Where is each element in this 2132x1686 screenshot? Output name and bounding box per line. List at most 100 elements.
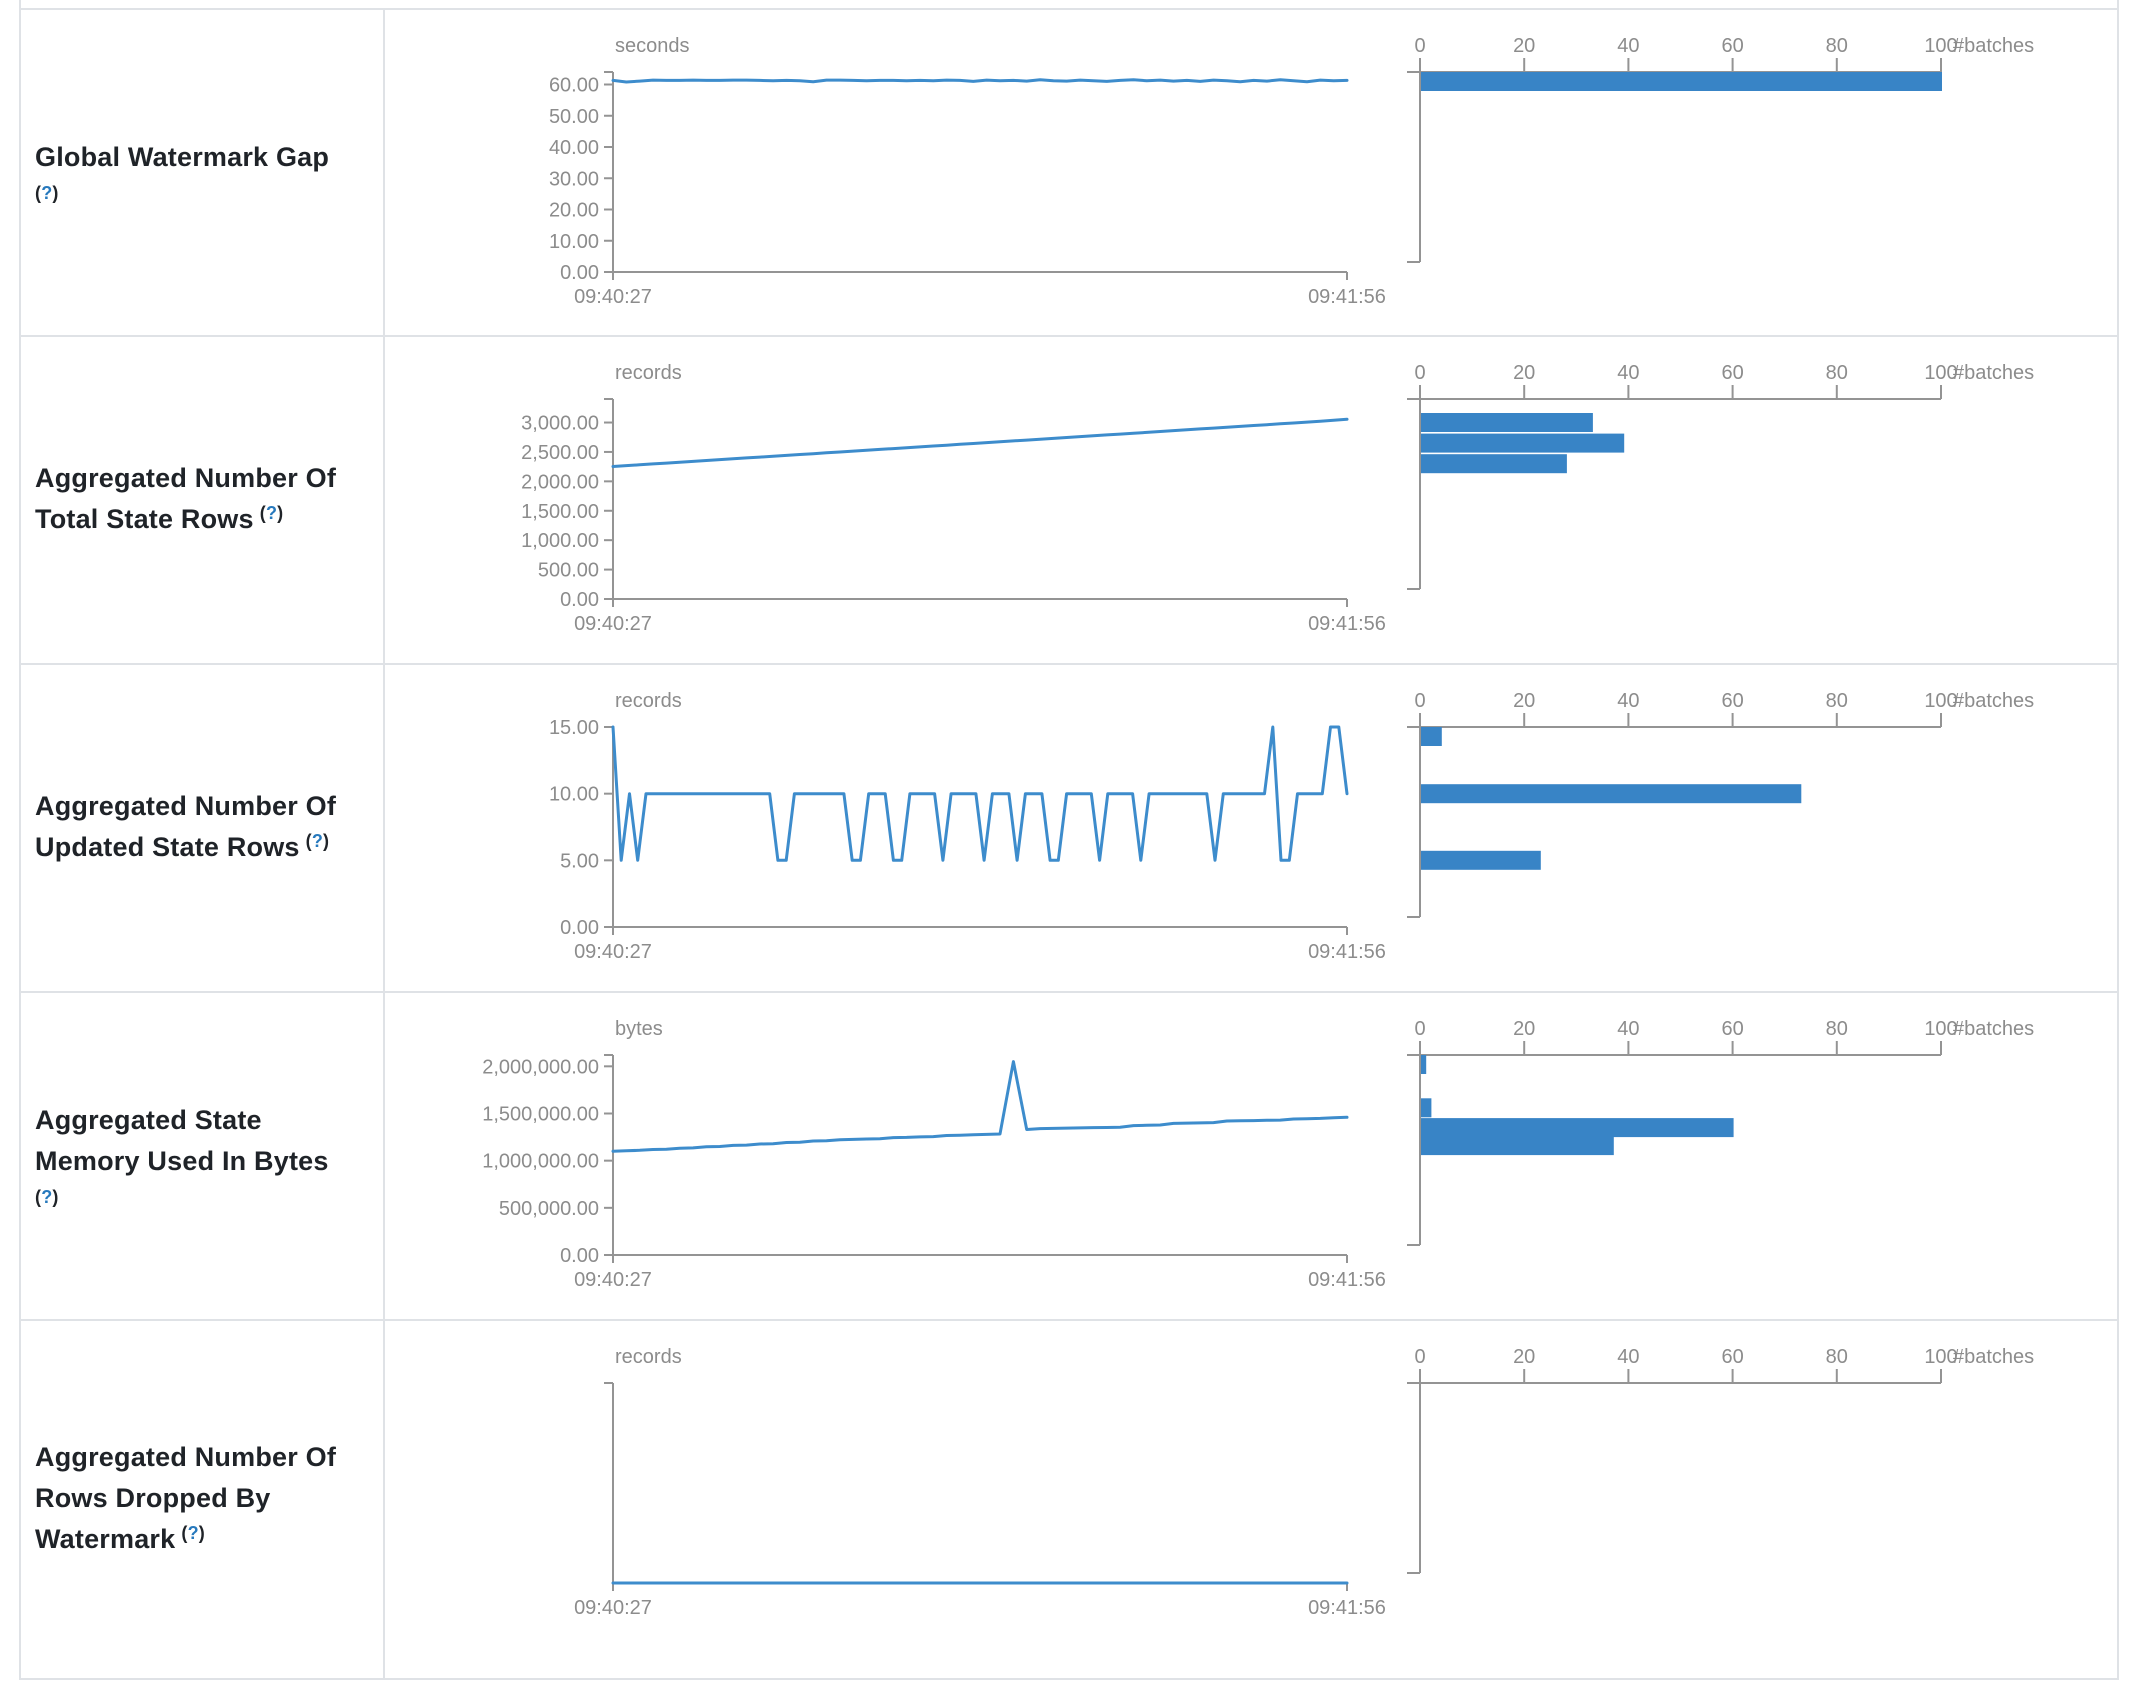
timeline-and-histogram-chart: bytes 2,000,000.00 1,500,000.00 1,000,000.0… bbox=[482, 1018, 2034, 1291]
histogram-bar bbox=[1421, 413, 1593, 432]
help-link[interactable]: (?) bbox=[35, 183, 59, 203]
histogram-bar bbox=[1421, 1118, 1734, 1138]
y-tick-label: 3,000.00 bbox=[521, 413, 599, 435]
unit-label: records bbox=[615, 1346, 682, 1368]
histogram-tick-label: 0 bbox=[1414, 1346, 1425, 1368]
y-tick-label: 30.00 bbox=[549, 168, 599, 190]
histogram-tick-label: 20 bbox=[1513, 690, 1535, 712]
histogram-bar bbox=[1421, 72, 1942, 91]
y-tick-label: 10.00 bbox=[549, 784, 599, 806]
batches-axis-label: #batches bbox=[1953, 690, 2034, 712]
y-tick-label: 15.00 bbox=[549, 717, 599, 739]
metric-row: Global Watermark Gap (?) seconds 60.00 50.00… bbox=[21, 10, 2117, 337]
metric-row: Aggregated Number Of Updated State Rows (?… bbox=[21, 665, 2117, 993]
histogram-bar bbox=[1421, 1098, 1432, 1118]
histogram-bar bbox=[1421, 727, 1442, 746]
streaming-statistics-table: Global Watermark Gap (?) seconds 60.00 50.00… bbox=[19, 8, 2119, 1680]
x-start-time-label: 09:40:27 bbox=[574, 286, 652, 308]
x-start-time-label: 09:40:27 bbox=[574, 613, 652, 635]
y-tick-label: 50.00 bbox=[549, 106, 599, 128]
histogram-bar bbox=[1421, 1055, 1427, 1074]
x-start-time-label: 09:40:27 bbox=[574, 1269, 652, 1291]
histogram-bar bbox=[1421, 454, 1567, 474]
y-tick-label: 0.00 bbox=[560, 589, 599, 611]
metric-label-cell: Aggregated Number Of Rows Dropped By Water… bbox=[21, 1321, 385, 1678]
y-tick-label: 0.00 bbox=[560, 917, 599, 939]
histogram-tick-label: 60 bbox=[1721, 1346, 1743, 1368]
histogram-tick-label: 80 bbox=[1826, 35, 1848, 57]
metric-row: Aggregated State Memory Used In Bytes (?) b… bbox=[21, 993, 2117, 1321]
timeline-line bbox=[611, 78, 1349, 84]
y-tick-label: 500.00 bbox=[538, 560, 599, 582]
metric-title: Aggregated State Memory Used In Bytes (?) bbox=[35, 1105, 329, 1207]
y-tick-label: 5.00 bbox=[560, 850, 599, 872]
histogram-tick-label: 60 bbox=[1721, 35, 1743, 57]
y-tick-label: 1,500,000.00 bbox=[482, 1103, 599, 1125]
x-end-time-label: 09:41:56 bbox=[1308, 613, 1386, 635]
histogram-bar bbox=[1421, 433, 1625, 453]
histogram-bar bbox=[1421, 850, 1541, 870]
y-tick-label: 500,000.00 bbox=[499, 1198, 599, 1220]
unit-label: records bbox=[615, 362, 682, 384]
histogram-tick-label: 20 bbox=[1513, 362, 1535, 384]
metric-label-cell: Aggregated Number Of Total State Rows (?) bbox=[21, 337, 385, 663]
histogram-tick-label: 80 bbox=[1826, 1018, 1848, 1040]
histogram-tick-label: 40 bbox=[1617, 35, 1639, 57]
metric-label-cell: Global Watermark Gap (?) bbox=[21, 10, 385, 335]
batches-axis-label: #batches bbox=[1953, 1346, 2034, 1368]
y-tick-label: 2,000.00 bbox=[521, 471, 599, 493]
timeline-line bbox=[611, 417, 1349, 468]
x-start-time-label: 09:40:27 bbox=[574, 1597, 652, 1619]
y-tick-label: 0.00 bbox=[560, 262, 599, 284]
histogram-bar bbox=[1421, 1136, 1614, 1156]
metric-charts-cell: seconds 60.00 50.00 40.00 30.00 20.00 10.00 0.0… bbox=[385, 10, 2117, 335]
help-link[interactable]: (?) bbox=[35, 1187, 59, 1207]
histogram-tick-label: 40 bbox=[1617, 362, 1639, 384]
timeline-and-histogram-chart: seconds 60.00 50.00 40.00 30.00 20.00 10.00 0.0… bbox=[549, 35, 2034, 308]
histogram-bar bbox=[1421, 784, 1802, 804]
histogram-tick-label: 0 bbox=[1414, 35, 1425, 57]
histogram-tick-label: 40 bbox=[1617, 1018, 1639, 1040]
metric-title: Aggregated Number Of Rows Dropped By Water… bbox=[35, 1441, 337, 1554]
histogram-tick-label: 100 bbox=[1924, 35, 1957, 57]
metric-label-cell: Aggregated State Memory Used In Bytes (?) bbox=[21, 993, 385, 1319]
help-link[interactable]: (?) bbox=[181, 1522, 205, 1543]
y-tick-label: 60.00 bbox=[549, 75, 599, 97]
metric-charts-cell: bytes 2,000,000.00 1,500,000.00 1,000,000.0… bbox=[385, 993, 2117, 1319]
x-end-time-label: 09:41:56 bbox=[1308, 941, 1386, 963]
metric-charts-cell: records 09:40:27 09:41:56 0 20 40 60 80 100 #batc… bbox=[385, 1321, 2117, 1678]
metric-charts-cell: records 15.00 10.00 5.00 0.00 09:40:27 09:41:5… bbox=[385, 665, 2117, 991]
table-border-stub-left bbox=[19, 0, 21, 8]
y-tick-label: 1,000,000.00 bbox=[482, 1151, 599, 1173]
histogram-tick-label: 100 bbox=[1924, 1346, 1957, 1368]
histogram-tick-label: 80 bbox=[1826, 690, 1848, 712]
timeline-and-histogram-chart: records 09:40:27 09:41:56 0 20 40 60 80 100#batc… bbox=[574, 1346, 2034, 1619]
metric-title: Aggregated Number Of Total State Rows (?) bbox=[35, 462, 337, 534]
batches-axis-label: #batches bbox=[1953, 1018, 2034, 1040]
timeline-line bbox=[611, 1060, 1349, 1153]
histogram-tick-label: 80 bbox=[1826, 362, 1848, 384]
histogram-tick-label: 80 bbox=[1826, 1346, 1848, 1368]
table-border-stub-right bbox=[2117, 0, 2119, 8]
histogram-tick-label: 40 bbox=[1617, 690, 1639, 712]
y-tick-label: 10.00 bbox=[549, 231, 599, 253]
x-start-time-label: 09:40:27 bbox=[574, 941, 652, 963]
unit-label: bytes bbox=[615, 1018, 663, 1040]
histogram-tick-label: 20 bbox=[1513, 35, 1535, 57]
metric-title: Global Watermark Gap (?) bbox=[35, 142, 330, 203]
y-tick-label: 20.00 bbox=[549, 200, 599, 222]
y-tick-label: 2,000,000.00 bbox=[482, 1056, 599, 1078]
histogram-tick-label: 40 bbox=[1617, 1346, 1639, 1368]
help-link[interactable]: (?) bbox=[259, 502, 284, 523]
histogram-tick-label: 100 bbox=[1924, 690, 1957, 712]
y-tick-label: 1,500.00 bbox=[521, 501, 599, 523]
x-end-time-label: 09:41:56 bbox=[1308, 1597, 1386, 1619]
y-tick-label: 40.00 bbox=[549, 137, 599, 159]
histogram-tick-label: 0 bbox=[1414, 690, 1425, 712]
histogram-tick-label: 60 bbox=[1721, 690, 1743, 712]
timeline-and-histogram-chart: records 3,000.00 2,500.00 2,000.00 1,500.00 1… bbox=[521, 362, 2034, 635]
unit-label: seconds bbox=[615, 35, 690, 57]
help-link[interactable]: (?) bbox=[305, 830, 330, 851]
